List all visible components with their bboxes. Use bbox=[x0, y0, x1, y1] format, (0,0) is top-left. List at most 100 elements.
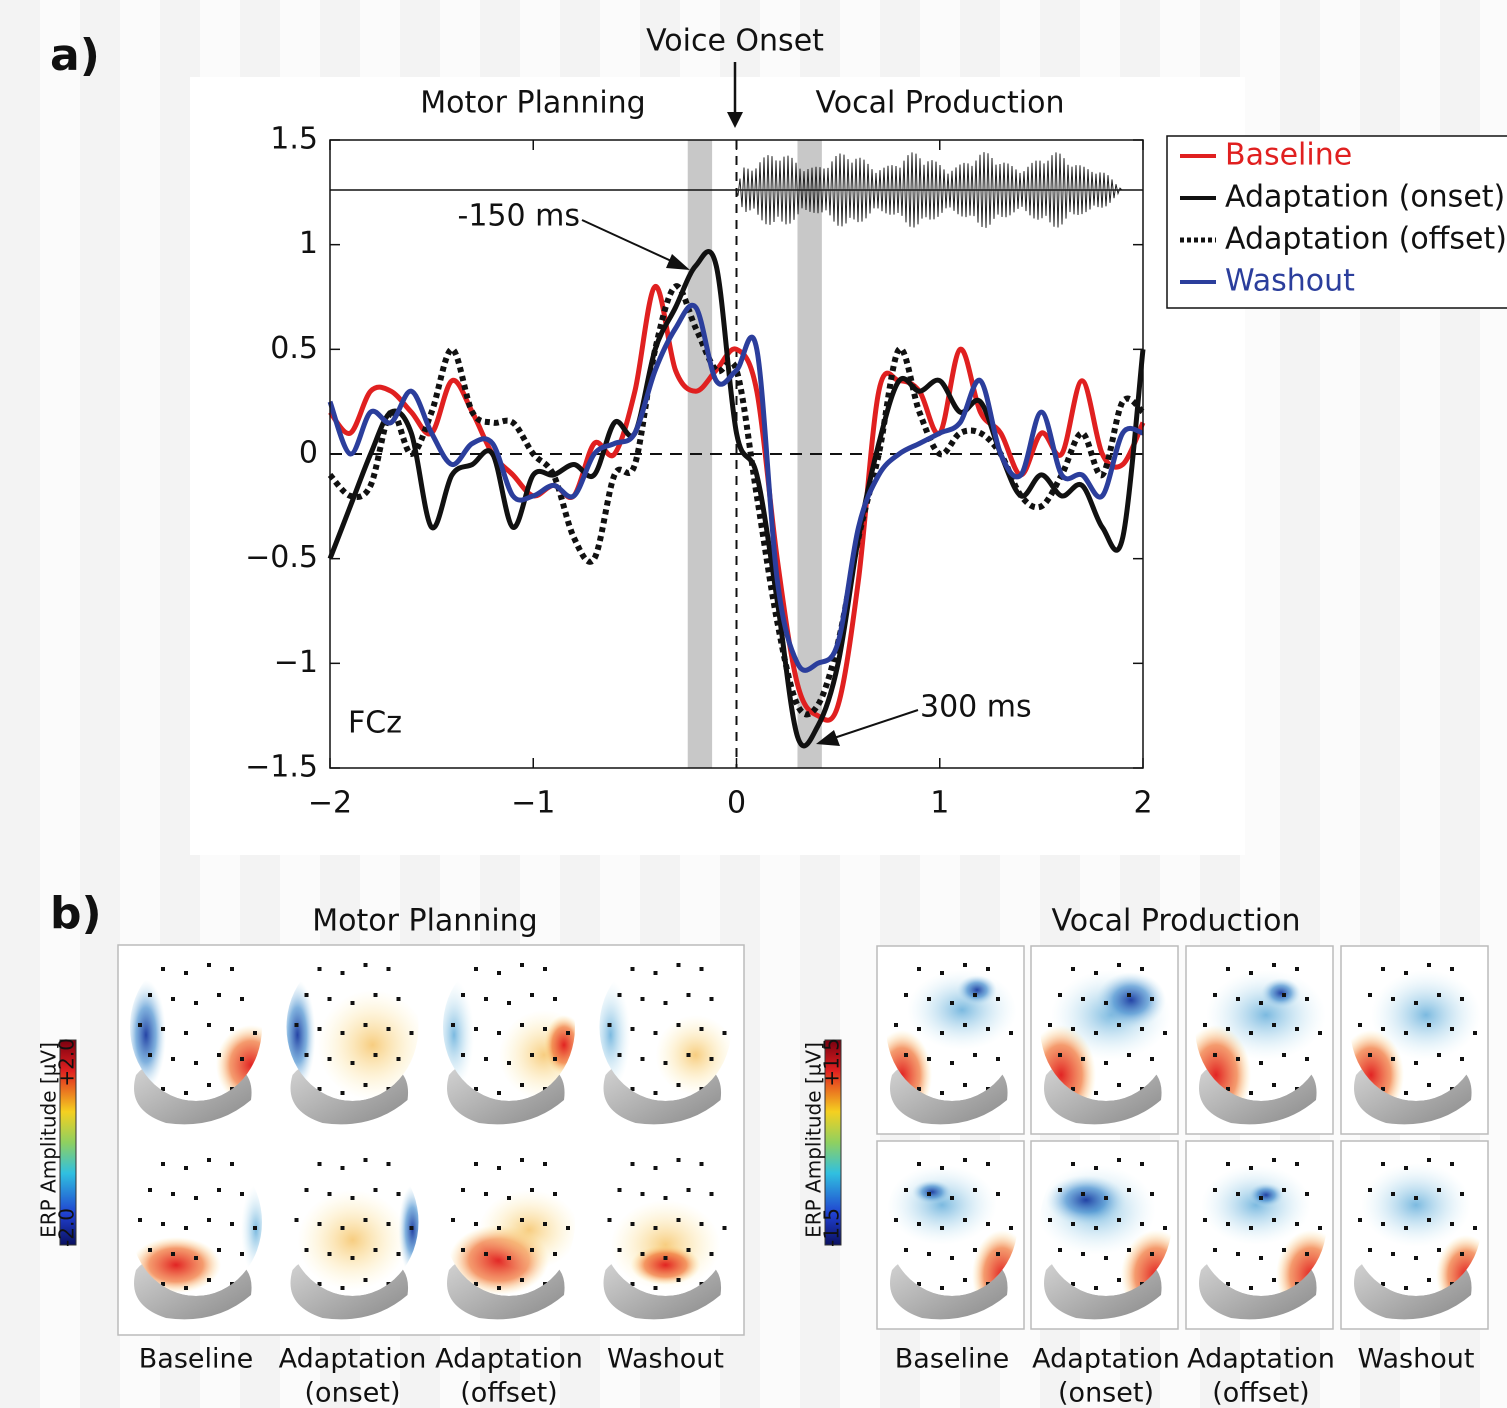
electrode bbox=[641, 1252, 645, 1256]
y-tick-label: −1 bbox=[274, 645, 318, 680]
electrode bbox=[374, 1053, 378, 1057]
electrode bbox=[364, 1083, 368, 1087]
electrode bbox=[497, 1031, 501, 1035]
electrode bbox=[553, 1057, 557, 1061]
electrode bbox=[927, 997, 931, 1001]
electrode bbox=[940, 1091, 944, 1095]
amplitude-patch bbox=[1361, 1163, 1471, 1247]
electrode bbox=[917, 1162, 921, 1166]
electrode bbox=[1427, 963, 1431, 967]
electrode bbox=[318, 967, 322, 971]
electrode bbox=[474, 967, 478, 971]
electrode bbox=[1249, 1166, 1253, 1170]
electrode bbox=[608, 1218, 612, 1222]
electrode bbox=[543, 967, 547, 971]
electrode bbox=[1104, 1196, 1108, 1200]
electrode bbox=[1368, 993, 1372, 997]
electrode bbox=[677, 1158, 681, 1162]
electrode bbox=[1236, 1192, 1240, 1196]
electrode bbox=[1094, 1091, 1098, 1095]
electrode bbox=[1282, 993, 1286, 997]
head-map bbox=[600, 1148, 732, 1296]
amplitude-patch bbox=[912, 1180, 952, 1204]
electrode bbox=[461, 1248, 465, 1252]
electrode bbox=[520, 963, 524, 967]
electrode bbox=[1437, 1248, 1441, 1252]
electrode bbox=[341, 1226, 345, 1230]
annotation: Voice Onset bbox=[646, 24, 824, 59]
electrode bbox=[171, 1252, 175, 1256]
electrode bbox=[1414, 1256, 1418, 1260]
electrode bbox=[973, 993, 977, 997]
electrode bbox=[207, 1023, 211, 1027]
electrode bbox=[710, 1057, 714, 1061]
electrode bbox=[963, 1023, 967, 1027]
electrode bbox=[664, 1196, 668, 1200]
electrode bbox=[618, 1053, 622, 1057]
electrode bbox=[374, 1188, 378, 1192]
electrode bbox=[1391, 997, 1395, 1001]
electrode bbox=[677, 1083, 681, 1087]
electrode bbox=[1226, 1162, 1230, 1166]
electrode bbox=[986, 1162, 990, 1166]
electrode bbox=[917, 1222, 921, 1226]
electrode bbox=[1272, 1083, 1276, 1087]
electrode bbox=[507, 1061, 511, 1065]
electrode bbox=[461, 1188, 465, 1192]
annotation: FCz bbox=[348, 706, 402, 741]
electrode bbox=[553, 1252, 557, 1256]
electrode bbox=[927, 1057, 931, 1061]
electrode bbox=[328, 1057, 332, 1061]
electrode bbox=[1127, 1188, 1131, 1192]
electrode bbox=[1163, 1226, 1167, 1230]
electrode bbox=[1381, 967, 1385, 971]
electrode bbox=[520, 1083, 524, 1087]
electrode bbox=[148, 1053, 152, 1057]
electrode bbox=[364, 1278, 368, 1282]
electrode bbox=[1414, 1061, 1418, 1065]
electrode bbox=[1104, 1256, 1108, 1260]
electrode bbox=[520, 1218, 524, 1222]
electrode bbox=[1404, 1166, 1408, 1170]
electrode bbox=[341, 1286, 345, 1290]
electrode bbox=[940, 1226, 944, 1230]
electrode bbox=[318, 1162, 322, 1166]
electrode bbox=[1318, 1226, 1322, 1230]
electrode bbox=[161, 967, 165, 971]
electrode bbox=[451, 1218, 455, 1222]
electrode bbox=[940, 971, 944, 975]
electrode bbox=[940, 1286, 944, 1290]
electrode bbox=[1236, 997, 1240, 1001]
electrode bbox=[374, 1248, 378, 1252]
electrode bbox=[1127, 1248, 1131, 1252]
panel-b: Motor PlanningERP Amplitude [µV]+2.0-2.0… bbox=[37, 904, 1497, 1408]
y-tick-label: 1.5 bbox=[270, 122, 318, 157]
electrode bbox=[217, 993, 221, 997]
electrode bbox=[217, 1053, 221, 1057]
electrode bbox=[710, 997, 714, 1001]
electrode bbox=[474, 1162, 478, 1166]
electrode bbox=[1094, 1031, 1098, 1035]
electrode bbox=[710, 1252, 714, 1256]
electrode bbox=[240, 1252, 244, 1256]
condition-label: Baseline bbox=[895, 1344, 1009, 1375]
annotation: Motor Planning bbox=[420, 86, 645, 121]
electrode bbox=[940, 1166, 944, 1170]
electrode bbox=[963, 1158, 967, 1162]
electrode bbox=[996, 1192, 1000, 1196]
electrode bbox=[305, 993, 309, 997]
electrode bbox=[631, 1027, 635, 1031]
electrode bbox=[497, 971, 501, 975]
electrode bbox=[1213, 993, 1217, 997]
electrode bbox=[341, 1091, 345, 1095]
y-tick-label: −0.5 bbox=[245, 540, 318, 575]
electrode bbox=[240, 1057, 244, 1061]
electrode bbox=[1460, 1252, 1464, 1256]
electrode bbox=[553, 997, 557, 1001]
electrode bbox=[530, 1188, 534, 1192]
electrode bbox=[700, 1027, 704, 1031]
electrode bbox=[1094, 1166, 1098, 1170]
electrode bbox=[341, 1031, 345, 1035]
electrode bbox=[1249, 1091, 1253, 1095]
electrode bbox=[1305, 1192, 1309, 1196]
